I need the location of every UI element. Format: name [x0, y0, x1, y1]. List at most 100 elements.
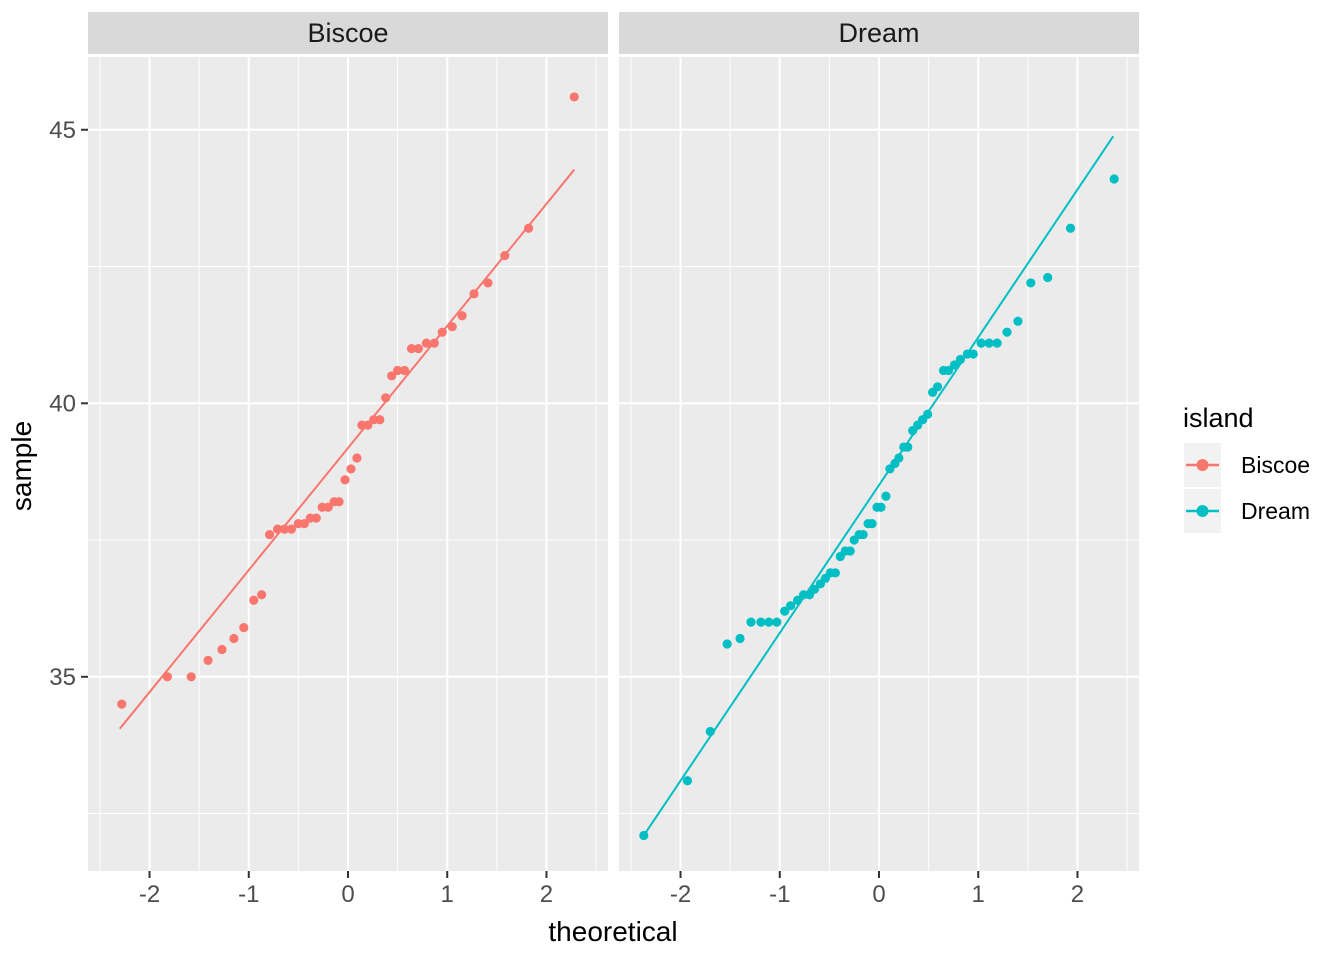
data-point	[162, 672, 172, 682]
data-point	[229, 633, 239, 644]
y-axis-title: sample	[6, 421, 37, 511]
data-point	[867, 519, 877, 529]
data-point	[923, 409, 933, 419]
data-point	[429, 338, 439, 348]
data-point	[257, 590, 267, 600]
legend-label-dream: Dream	[1241, 498, 1310, 524]
data-point	[265, 529, 275, 540]
x-tick-label: 0	[341, 881, 354, 908]
data-point	[1013, 316, 1023, 326]
data-point	[406, 343, 417, 354]
data-point	[483, 278, 493, 288]
data-point	[786, 601, 796, 611]
legend-point-glyph-dream	[1196, 505, 1209, 517]
data-point	[992, 338, 1002, 348]
data-point	[1002, 327, 1012, 337]
legend-label-biscoe: Biscoe	[1241, 452, 1310, 478]
facet-strip-label-biscoe: Biscoe	[307, 18, 388, 48]
data-point	[1065, 223, 1076, 233]
data-point	[381, 393, 391, 403]
gridlines-dream	[619, 57, 1139, 871]
data-point	[272, 524, 283, 534]
data-point	[746, 617, 756, 627]
data-point	[780, 606, 790, 616]
data-point	[976, 338, 986, 348]
data-point	[949, 360, 960, 370]
data-point	[469, 289, 479, 299]
data-point	[437, 327, 447, 337]
facet-strip-biscoe	[88, 12, 608, 54]
data-point	[955, 354, 965, 365]
y-tick-label: 45	[49, 117, 76, 144]
data-point	[239, 622, 249, 633]
data-point	[340, 475, 350, 485]
data-point	[286, 524, 297, 534]
x-tick-label: -1	[238, 881, 259, 908]
data-point	[793, 595, 803, 605]
data-point	[413, 343, 424, 354]
data-point	[705, 726, 715, 737]
data-point	[203, 655, 213, 665]
x-tick-label: -2	[670, 881, 691, 908]
data-point	[932, 382, 943, 392]
data-point	[363, 420, 373, 430]
data-point	[393, 365, 403, 376]
x-tick-label: 2	[540, 881, 553, 908]
data-point	[1026, 278, 1036, 288]
data-point	[876, 502, 886, 512]
data-point	[334, 497, 344, 507]
data-point	[421, 338, 431, 348]
y-tick-label: 40	[49, 390, 76, 417]
data-point	[399, 365, 410, 376]
data-point	[772, 617, 782, 627]
data-point	[524, 223, 534, 233]
legend-title: island	[1183, 403, 1254, 433]
data-point	[569, 92, 579, 102]
x-tick-label: 1	[972, 881, 985, 908]
qq-line-biscoe	[118, 169, 576, 730]
data-point	[352, 453, 362, 463]
data-point	[845, 546, 855, 556]
data-point	[117, 699, 127, 709]
facet-strip-label-dream: Dream	[838, 18, 919, 48]
y-axis-ticks: 35 40 45	[49, 117, 88, 691]
data-point	[387, 371, 397, 381]
data-point	[764, 617, 774, 627]
data-point	[375, 415, 385, 425]
facet-strip-dream	[619, 12, 1139, 54]
data-point	[217, 644, 227, 655]
data-point	[984, 338, 994, 348]
x-axis-ticks: -2 -1 0 1 2 -2 -1 0 1 2	[139, 871, 1084, 908]
data-point	[809, 584, 820, 594]
x-tick-label: 2	[1071, 881, 1084, 908]
data-point	[279, 524, 290, 534]
data-point	[299, 519, 309, 529]
data-point	[249, 595, 259, 605]
y-tick-label: 35	[49, 664, 76, 691]
data-point	[186, 672, 196, 682]
qq-line-dream	[642, 135, 1115, 836]
x-tick-label: 0	[872, 881, 885, 908]
data-point	[943, 365, 954, 376]
gridlines-biscoe	[88, 57, 608, 871]
data-point	[323, 502, 333, 512]
x-tick-label: -1	[769, 881, 790, 908]
legend-point-glyph-biscoe	[1196, 459, 1209, 471]
x-axis-title: theoretical	[548, 916, 677, 947]
data-point	[756, 617, 766, 627]
series-biscoe	[117, 92, 579, 730]
data-point	[722, 639, 732, 649]
data-point	[500, 250, 510, 261]
data-point	[735, 633, 745, 644]
data-point	[881, 491, 891, 501]
data-point	[968, 349, 978, 359]
data-point	[639, 830, 649, 841]
data-point	[1043, 272, 1053, 283]
data-point	[830, 568, 840, 578]
data-point	[1109, 174, 1119, 184]
data-point	[346, 464, 356, 474]
data-point	[858, 529, 868, 540]
data-point	[903, 442, 913, 452]
